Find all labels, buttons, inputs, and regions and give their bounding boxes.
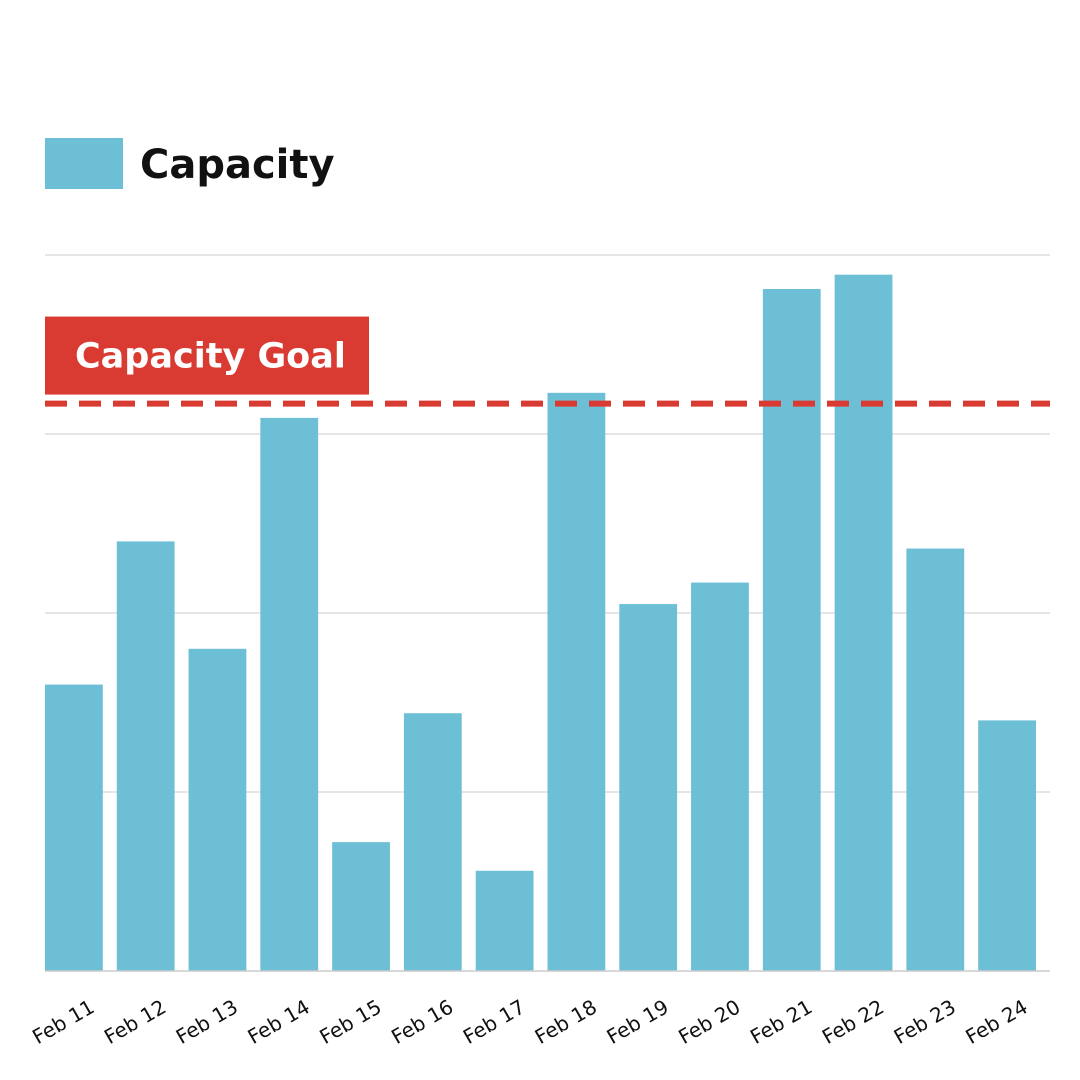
x-tick-label: Feb 24: [961, 995, 1031, 1049]
bar-feb-11: [45, 684, 103, 971]
capacity-goal-label-box: [45, 316, 369, 395]
bar-feb-23: [906, 548, 965, 971]
x-tick-label: Feb 11: [28, 995, 98, 1049]
bar-feb-13: [188, 648, 247, 971]
x-tick-label: Feb 18: [531, 995, 601, 1049]
x-tick-label: Feb 14: [244, 995, 314, 1049]
x-tick-label: Feb 20: [674, 995, 744, 1049]
bar-feb-24: [978, 720, 1036, 971]
x-axis-tick-labels: Feb 11 Feb 12 Feb 13 Feb 14 Feb 15 Feb 16 Feb …: [28, 995, 1031, 1049]
bar-feb-12: [116, 541, 175, 971]
legend-label: Capacity: [140, 142, 335, 188]
x-tick-label: Feb 17: [459, 995, 529, 1049]
bar-feb-16: [403, 713, 462, 971]
legend-swatch: [45, 138, 123, 189]
bars: [45, 274, 1036, 972]
x-tick-label: Feb 19: [602, 995, 672, 1049]
bar-feb-15: [332, 842, 390, 971]
x-tick-label: Feb 23: [890, 995, 960, 1049]
legend: Capacity: [45, 138, 335, 189]
capacity-goal: Capacity Goal: [45, 316, 1050, 407]
bar-feb-21: [762, 289, 821, 971]
x-tick-label: Feb 21: [746, 995, 816, 1049]
x-tick-label: Feb 22: [818, 995, 888, 1049]
bar-feb-17: [475, 870, 534, 971]
bar-feb-22: [834, 274, 893, 971]
x-tick-label: Feb 15: [315, 995, 385, 1049]
x-tick-label: Feb 12: [100, 995, 170, 1049]
bar-feb-18: [547, 392, 606, 972]
x-tick-label: Feb 13: [172, 995, 242, 1049]
bar-feb-19: [619, 604, 678, 971]
x-tick-label: Feb 16: [387, 995, 457, 1049]
bar-feb-20: [691, 582, 749, 971]
capacity-goal-label: Capacity Goal: [75, 337, 346, 377]
bar-feb-14: [260, 417, 319, 971]
